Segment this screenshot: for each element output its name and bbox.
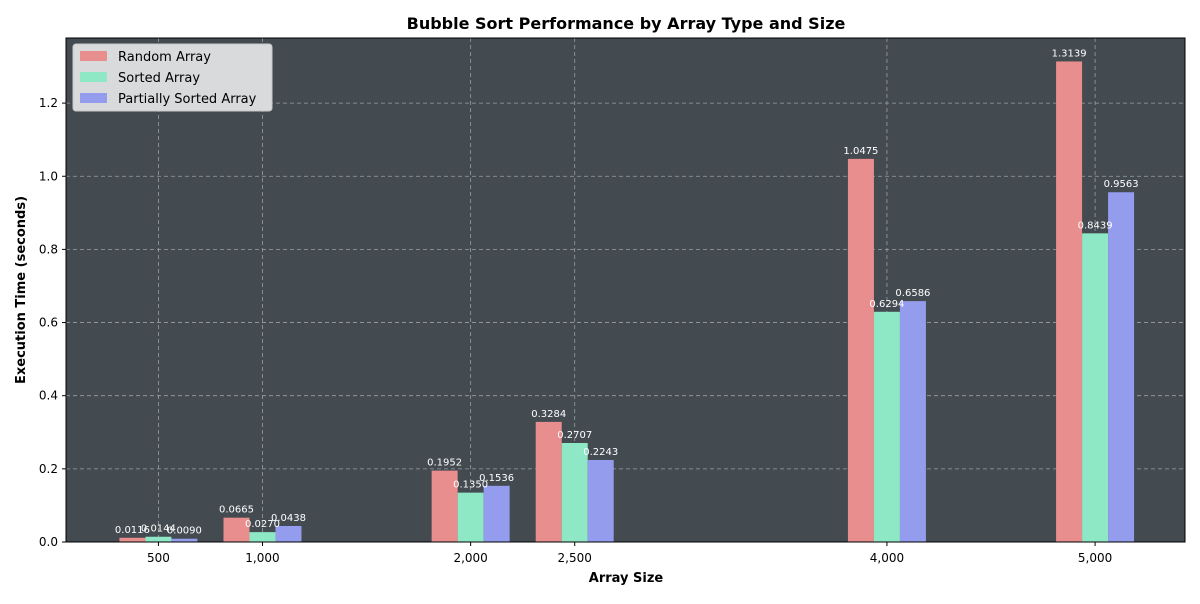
legend-label: Sorted Array (118, 71, 200, 86)
bar (145, 536, 172, 542)
y-tick-label: 0.0 (39, 535, 58, 549)
bar-value-label: 0.0665 (219, 505, 254, 516)
bar-value-label: 0.8439 (1078, 220, 1113, 231)
legend-items: Random Array Sorted Array Partially Sorted… (80, 50, 257, 107)
bar-value-label: 0.1952 (427, 458, 462, 469)
bar-value-label: 0.0270 (245, 519, 280, 530)
bar-value-label: 0.2243 (583, 447, 618, 458)
x-tick-label: 4,000 (870, 551, 904, 565)
bar (561, 442, 588, 542)
x-tick-label: 2,500 (558, 551, 592, 565)
bar-value-label: 0.3284 (531, 409, 566, 420)
bar-value-label: 1.0475 (843, 146, 878, 157)
bar (1056, 61, 1083, 543)
bar-value-label: 0.0438 (271, 513, 306, 524)
bar (873, 311, 900, 542)
x-axis-label: Array Size (589, 571, 664, 586)
bar (223, 517, 250, 542)
y-tick-label: 0.2 (39, 462, 58, 476)
legend: Random Array Sorted Array Partially Sorted… (72, 43, 273, 112)
y-tick-label: 0.4 (39, 389, 58, 403)
x-tick-label: 5,000 (1078, 551, 1112, 565)
bar-value-label: 0.2707 (557, 430, 592, 441)
value-labels: 0.0116 0.0665 0.1952 0.3284 1.0475 1.3139 0.01… (115, 48, 1139, 536)
bar-value-label: 0.1536 (479, 473, 514, 484)
bar-value-label: 0.6586 (895, 288, 930, 299)
bar (1108, 192, 1135, 542)
bar (847, 158, 874, 543)
bar (483, 485, 510, 542)
x-tick-label: 2,000 (453, 551, 487, 565)
x-tick-label: 1,000 (245, 551, 279, 565)
bar (457, 492, 484, 542)
bars (119, 61, 1135, 543)
legend-label: Partially Sorted Array (118, 92, 257, 107)
y-axis-ticks: 0.0 0.2 0.4 0.6 0.8 1.0 1.2 (39, 96, 66, 549)
legend-box (72, 43, 273, 112)
bar (275, 525, 302, 542)
bar-value-label: 0.0116 (115, 525, 150, 536)
x-axis-ticks: 500 1,000 2,000 2,500 4,000 5,000 (147, 542, 1112, 565)
bar-value-label: 0.1350 (453, 480, 488, 491)
plot-area (66, 38, 1185, 542)
bar (171, 538, 198, 542)
y-tick-label: 1.2 (39, 96, 58, 110)
bar-value-label: 0.0144 (141, 524, 176, 535)
legend-swatch (80, 93, 107, 103)
bar (899, 301, 926, 542)
legend-swatch (80, 72, 107, 82)
bar (587, 459, 614, 542)
chart-title: Bubble Sort Performance by Array Type an… (407, 14, 846, 33)
bar-value-label: 0.9563 (1104, 179, 1139, 190)
y-tick-label: 0.8 (39, 242, 58, 256)
bar (119, 537, 146, 542)
y-tick-label: 0.6 (39, 316, 58, 330)
legend-label: Random Array (118, 50, 211, 65)
bar (431, 470, 458, 542)
legend-swatch (80, 51, 107, 61)
bar-value-label: 0.6294 (869, 299, 904, 310)
y-tick-label: 1.0 (39, 169, 58, 183)
x-tick-label: 500 (147, 551, 170, 565)
bar (249, 532, 276, 542)
bar-value-label: 0.0090 (167, 526, 202, 537)
bar-value-label: 1.3139 (1052, 48, 1087, 59)
plot-frame (65, 37, 1186, 543)
bar (1082, 233, 1109, 543)
bar (535, 421, 562, 542)
y-axis-label: Execution Time (seconds) (14, 196, 29, 384)
